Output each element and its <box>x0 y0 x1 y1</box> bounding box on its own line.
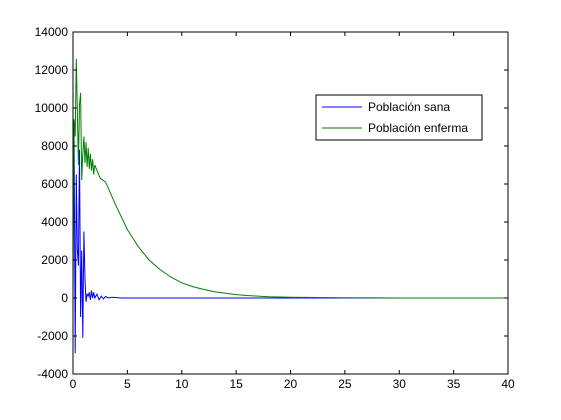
x-tick-label: 30 <box>393 377 407 391</box>
series-line-poblacion-sana <box>72 115 508 354</box>
y-tick-label: 2000 <box>41 253 68 267</box>
y-tick-label: 6000 <box>41 177 68 191</box>
x-tick-label: 10 <box>175 377 189 391</box>
y-tick-label: 8000 <box>41 139 68 153</box>
x-tick-label: 25 <box>338 377 352 391</box>
y-tick-label: 4000 <box>41 215 68 229</box>
legend-label: Población sana <box>368 100 450 114</box>
x-tick-label: 5 <box>124 377 131 391</box>
y-tick-label: 10000 <box>35 101 69 115</box>
x-tick-label: 35 <box>447 377 461 391</box>
y-tick-label: -2000 <box>37 329 68 343</box>
x-tick-label: 0 <box>70 377 77 391</box>
y-tick-label: -4000 <box>37 367 68 381</box>
legend: Población sana Población enferma <box>315 94 483 141</box>
x-tick-label: 20 <box>284 377 298 391</box>
axes-layer: 0 5 10 15 20 25 30 35 40 -4000 -2000 0 2000 4000 6000 8… <box>35 25 515 391</box>
y-tick-label: 14000 <box>35 25 69 39</box>
series-layer <box>72 58 508 354</box>
legend-label: Población enferma <box>368 121 468 135</box>
legend-box <box>315 94 483 141</box>
x-tick-label: 40 <box>501 377 515 391</box>
x-tick-label: 15 <box>229 377 243 391</box>
y-tick-label: 12000 <box>35 63 69 77</box>
y-tick-label: 0 <box>61 291 68 305</box>
series-line-poblacion-enferma <box>72 58 508 299</box>
